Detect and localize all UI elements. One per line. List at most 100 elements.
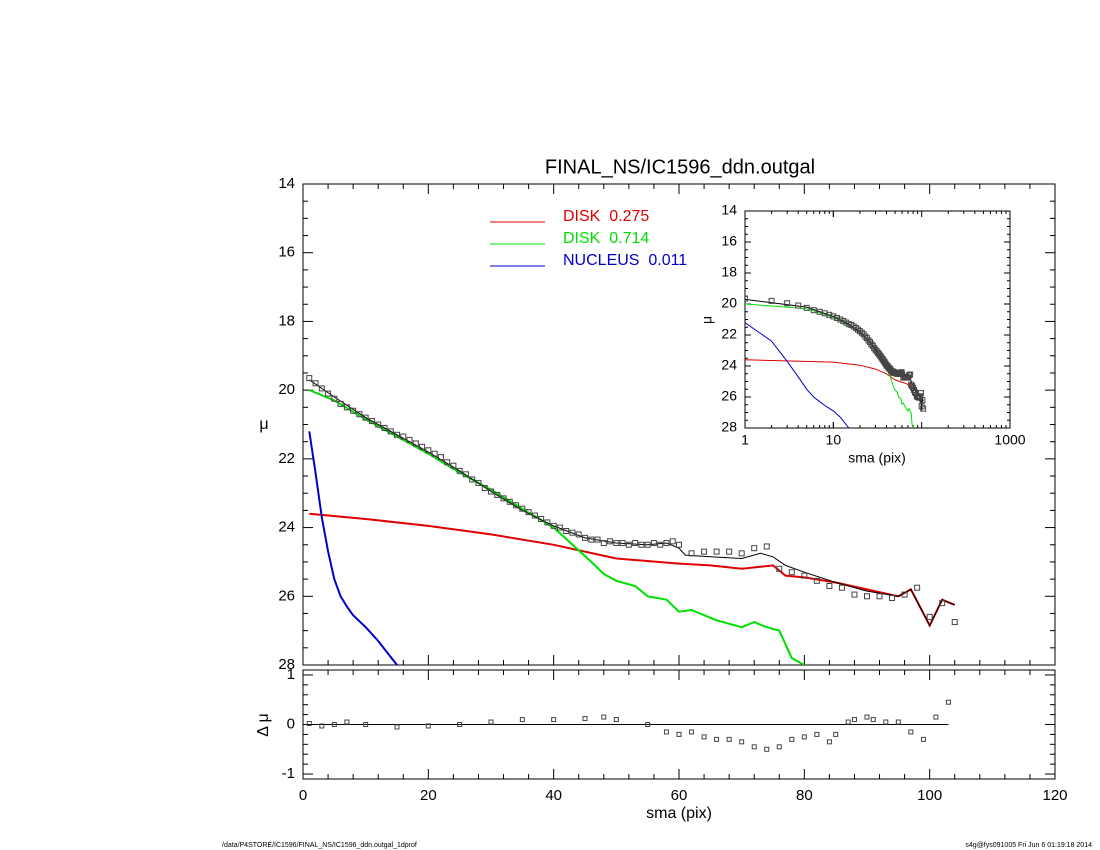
data-point xyxy=(714,736,720,742)
data-point xyxy=(789,736,795,742)
data-point xyxy=(400,433,407,440)
data-point xyxy=(914,584,921,591)
data-point xyxy=(663,729,669,735)
data-point xyxy=(544,519,551,526)
data-point xyxy=(751,545,758,552)
data-point xyxy=(394,431,400,438)
data-point xyxy=(550,522,557,529)
data-point xyxy=(795,302,802,309)
data-point xyxy=(638,541,645,548)
data-point xyxy=(726,736,732,742)
data-point xyxy=(883,719,889,725)
data-point xyxy=(920,736,926,742)
data-point xyxy=(876,593,883,600)
data-point xyxy=(450,462,457,469)
data-point xyxy=(456,467,463,474)
data-point xyxy=(856,328,863,335)
data-point xyxy=(331,395,338,402)
series-line xyxy=(309,512,956,628)
data-point xyxy=(919,397,926,404)
y-tick-label: 22 xyxy=(278,450,295,467)
data-point xyxy=(363,722,369,727)
data-point xyxy=(387,428,394,435)
x-tick-label: 60 xyxy=(671,787,688,804)
data-point xyxy=(676,731,682,737)
data-point xyxy=(406,436,413,443)
data-point xyxy=(838,584,845,591)
y-tick-label: 16 xyxy=(278,244,295,261)
data-point xyxy=(531,512,538,519)
data-point xyxy=(645,722,651,727)
data-point xyxy=(858,329,865,336)
data-point xyxy=(776,565,783,572)
data-point xyxy=(431,450,438,457)
series-line xyxy=(745,322,850,428)
data-point xyxy=(437,454,444,461)
data-point xyxy=(864,714,870,720)
data-point xyxy=(738,550,745,557)
data-point xyxy=(644,541,651,548)
series-line xyxy=(308,389,805,665)
y-tick-label: 20 xyxy=(721,295,737,311)
data-point xyxy=(713,548,720,555)
data-point xyxy=(344,719,350,725)
data-point xyxy=(588,536,595,543)
y-tick-label: 1 xyxy=(287,666,295,683)
data-point xyxy=(788,569,795,576)
data-point xyxy=(343,404,350,411)
chart-title: FINAL_NS/IC1596_ddn.outgal xyxy=(545,156,815,178)
data-point xyxy=(926,613,933,620)
data-point xyxy=(826,739,832,745)
data-point xyxy=(801,734,807,740)
data-point xyxy=(701,548,708,555)
data-point xyxy=(556,524,563,531)
data-point xyxy=(745,295,748,302)
data-point xyxy=(444,459,451,466)
data-point xyxy=(613,540,620,547)
data-point xyxy=(582,716,588,722)
data-point xyxy=(663,540,670,547)
data-point xyxy=(764,746,770,752)
x-tick-label: 20 xyxy=(420,787,437,804)
footer-stamp: s4g@fys091005 Fri Jun 6 01:19:18 2014 xyxy=(965,842,1092,849)
data-point xyxy=(830,313,837,320)
data-point xyxy=(356,411,363,418)
data-point xyxy=(810,307,817,314)
y-tick-label: 26 xyxy=(278,587,295,604)
x-tick-label: 0 xyxy=(299,787,307,804)
data-point xyxy=(462,471,469,478)
inset-y-label: μ xyxy=(699,316,715,324)
y-tick-label: 26 xyxy=(721,388,737,404)
inset-x-label: sma (pix) xyxy=(848,450,906,466)
data-point xyxy=(613,717,619,723)
data-point xyxy=(312,380,319,387)
data-point xyxy=(325,390,332,397)
legend-label: NUCLEUS 0.011 xyxy=(563,252,687,269)
data-point xyxy=(845,719,851,725)
data-point xyxy=(425,447,432,454)
data-point xyxy=(895,719,901,725)
data-point xyxy=(362,414,369,421)
series-line xyxy=(308,431,398,665)
data-point xyxy=(826,582,833,589)
data-point xyxy=(776,744,782,750)
series-line xyxy=(309,379,955,627)
data-point xyxy=(575,531,582,538)
data-point xyxy=(813,577,820,584)
data-point xyxy=(763,543,770,550)
data-point xyxy=(862,333,869,340)
data-point xyxy=(837,316,844,323)
y-tick-label: 14 xyxy=(278,175,295,192)
data-point xyxy=(909,383,916,390)
data-point xyxy=(582,534,588,541)
data-point xyxy=(419,443,426,450)
data-point xyxy=(412,440,419,447)
data-point xyxy=(551,717,557,723)
data-point xyxy=(481,485,488,492)
data-point xyxy=(594,536,601,543)
plot-area xyxy=(303,699,951,752)
y-axis-label: Δ μ xyxy=(255,713,272,736)
y-tick-label: 22 xyxy=(721,326,737,342)
data-point xyxy=(469,476,476,483)
data-point xyxy=(538,515,545,522)
